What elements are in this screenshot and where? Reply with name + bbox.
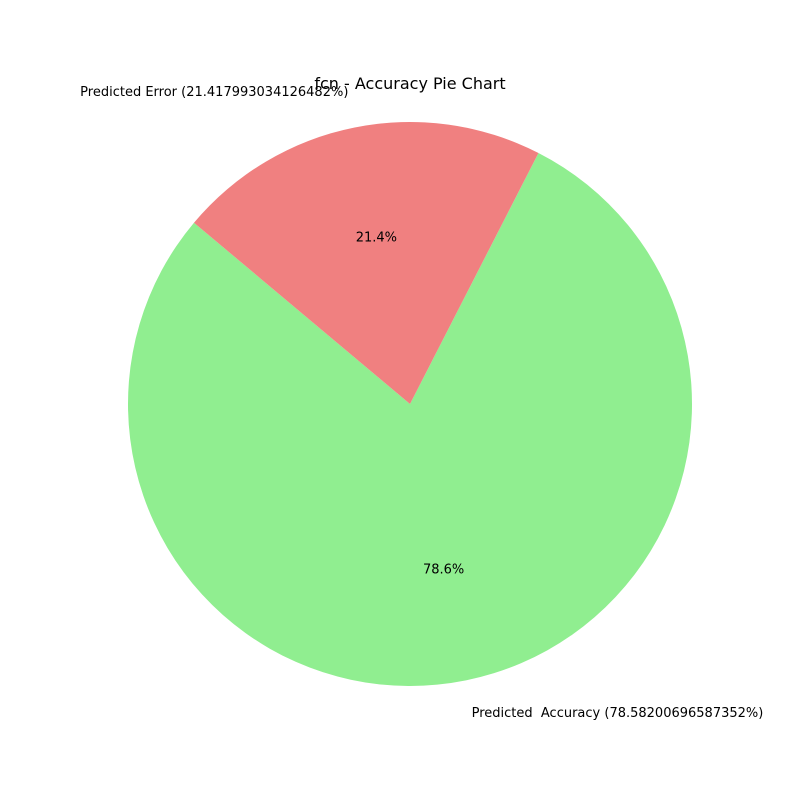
chart-title: fcn - Accuracy Pie Chart — [314, 74, 505, 93]
slice-label-1: Predicted Error (21.417993034126482%) — [80, 85, 348, 100]
pie-slice-0 — [127, 152, 692, 687]
labels-layer: Predicted Accuracy (78.58200696587352%) 7… — [80, 85, 763, 721]
pie-slice-1 — [193, 122, 539, 405]
slices-layer — [127, 122, 692, 687]
slice-label-0: Predicted Accuracy (78.58200696587352%) — [472, 706, 764, 721]
slice-pct-label-0: 78.6% — [423, 562, 464, 577]
slice-pct-label-1: 21.4% — [356, 231, 397, 246]
